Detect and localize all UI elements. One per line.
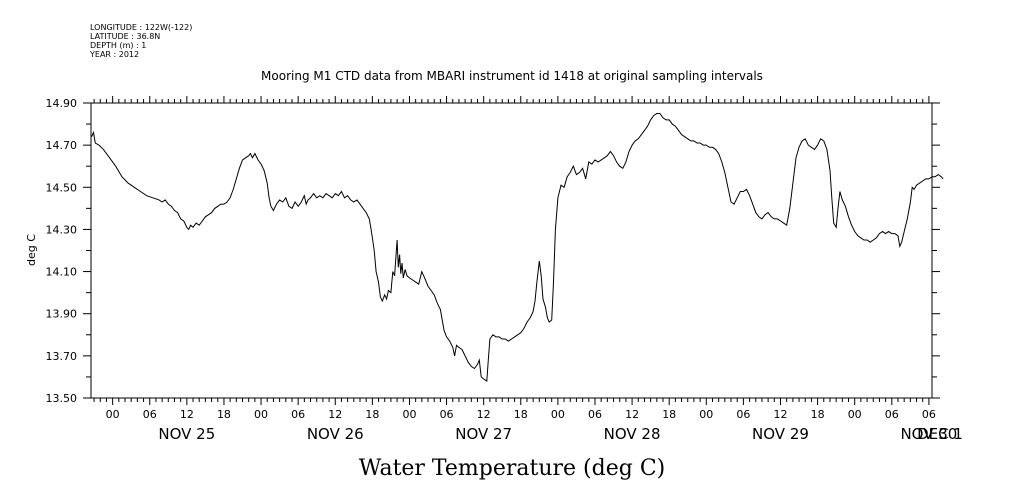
- y-tick-labels: 14.90 14.70 14.50 14.30 14.10 13.90 13.70 13.50: [46, 97, 78, 405]
- longitude-text: LONGITUDE : 122W(-122): [90, 23, 192, 32]
- x-hour-label: 12: [180, 408, 194, 421]
- x-hour-label: 06: [143, 408, 157, 421]
- x-hour-label: 00: [106, 408, 120, 421]
- y-tick-label: 14.70: [46, 139, 78, 152]
- x-hour-label: 18: [365, 408, 379, 421]
- x-day-label: NOV 30: [900, 425, 957, 443]
- x-hour-label: 00: [551, 408, 565, 421]
- x-hour-label: 18: [217, 408, 231, 421]
- x-hour-label: 00: [699, 408, 713, 421]
- year-text: YEAR : 2012: [89, 50, 139, 59]
- x-day-label: NOV 29: [752, 425, 809, 443]
- y-tick-label: 14.50: [46, 181, 78, 194]
- x-hour-label: 18: [662, 408, 676, 421]
- x-hour-label: 06: [736, 408, 750, 421]
- y-tick-label: 14.90: [46, 97, 78, 110]
- y-tick-label: 13.70: [46, 350, 78, 363]
- x-day-label: NOV 26: [307, 425, 364, 443]
- x-day-label: DEC 1: [917, 425, 963, 443]
- x-hour-label: 06: [291, 408, 305, 421]
- x-hour-label: 06: [885, 408, 899, 421]
- y-tick-label: 14.10: [46, 266, 78, 279]
- x-tick-labels: 00 06 12 18 00 06 12 18 00 06 12 18 00 06 12 18 00 06 12 18…: [106, 408, 963, 443]
- y-axis-label: deg C: [25, 234, 38, 266]
- x-hour-label: 00: [402, 408, 416, 421]
- y-tick-label: 13.90: [46, 308, 78, 321]
- x-hour-label: 12: [477, 408, 491, 421]
- x-hour-label: 06: [588, 408, 602, 421]
- axis-ticks: [83, 96, 940, 405]
- x-hour-label: 00: [254, 408, 268, 421]
- x-day-label: NOV 28: [604, 425, 661, 443]
- y-tick-label: 14.30: [46, 223, 78, 236]
- x-hour-label: 12: [328, 408, 342, 421]
- metadata-block: LONGITUDE : 122W(-122) LATITUDE : 36.8N …: [89, 23, 192, 59]
- chart-title: Mooring M1 CTD data from MBARI instrumen…: [261, 69, 763, 83]
- depth-text: DEPTH (m) : 1: [90, 41, 146, 50]
- x-day-label: NOV 27: [455, 425, 512, 443]
- x-hour-label: 18: [811, 408, 825, 421]
- x-hour-label: 00: [848, 408, 862, 421]
- latitude-text: LATITUDE : 36.8N: [90, 32, 160, 41]
- x-axis-label: Water Temperature (deg C): [359, 456, 666, 481]
- x-day-label: NOV 25: [158, 425, 215, 443]
- plot-frame: [90, 102, 933, 399]
- y-tick-label: 13.50: [46, 392, 78, 405]
- x-hour-label: 18: [514, 408, 528, 421]
- x-hour-label: 06: [922, 408, 936, 421]
- temperature-line: [91, 113, 944, 382]
- x-hour-label: 12: [773, 408, 787, 421]
- x-hour-label: 06: [440, 408, 454, 421]
- x-hour-label: 12: [625, 408, 639, 421]
